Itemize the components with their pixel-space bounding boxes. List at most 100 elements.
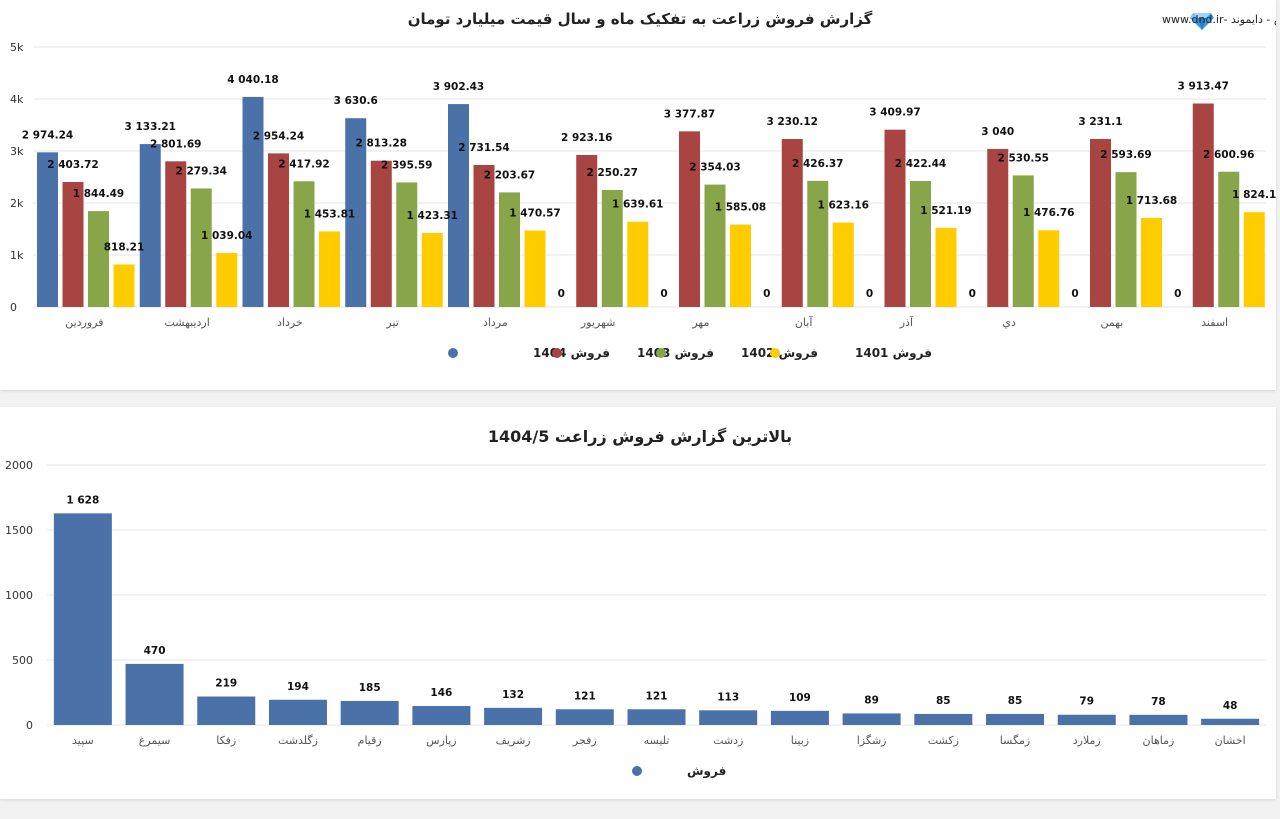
bar[interactable] xyxy=(1201,718,1260,725)
bar[interactable] xyxy=(1115,172,1137,307)
bar[interactable] xyxy=(340,700,399,725)
legend-item[interactable]: فروش xyxy=(632,764,726,779)
bar[interactable] xyxy=(935,227,957,307)
brand[interactable]: نرم افزار تحلیل گر بورس - دایموند -www.d… xyxy=(1162,13,1276,30)
bar[interactable] xyxy=(268,699,327,725)
bar[interactable] xyxy=(1090,138,1111,307)
top-sales-chart: بالاترین گزارش فروش زراعت 1404/5 0 500 100… xyxy=(5,427,1266,779)
data-label: 3 377.87 xyxy=(664,108,715,120)
bar[interactable] xyxy=(987,148,1009,307)
bar[interactable] xyxy=(1141,217,1162,307)
x-tick-label: تیر xyxy=(385,316,398,329)
bar[interactable] xyxy=(319,231,340,307)
y-tick-label: 1k xyxy=(10,249,24,262)
data-label: 2 403.72 xyxy=(47,159,98,171)
bar[interactable] xyxy=(884,129,906,307)
x-tick-label: اخشان xyxy=(1215,734,1246,747)
bar[interactable] xyxy=(293,181,315,307)
bar[interactable] xyxy=(484,707,543,725)
legend-swatch xyxy=(632,766,642,776)
legend-item[interactable]: فروش 1403 xyxy=(552,346,714,361)
x-tick-label: زشریف xyxy=(496,734,531,747)
bar[interactable] xyxy=(165,161,187,307)
bar[interactable] xyxy=(1192,103,1214,307)
bar[interactable] xyxy=(197,696,256,725)
bar[interactable] xyxy=(555,709,614,725)
data-label: 3 230.12 xyxy=(767,116,818,128)
data-label: 2 203.67 xyxy=(484,169,535,181)
bar[interactable] xyxy=(986,713,1045,725)
bar[interactable] xyxy=(601,189,623,307)
bar[interactable] xyxy=(1243,212,1265,307)
data-label: 2 731.54 xyxy=(458,142,509,154)
x-tick-label: تلیسه xyxy=(644,734,670,747)
bar[interactable] xyxy=(627,221,649,307)
bar[interactable] xyxy=(448,104,469,307)
data-label: 78 xyxy=(1151,696,1166,708)
bar[interactable] xyxy=(1012,175,1034,307)
data-label: 3 040 xyxy=(981,126,1014,138)
data-label: 85 xyxy=(1008,695,1023,707)
bar[interactable] xyxy=(627,709,686,725)
bar[interactable] xyxy=(421,232,443,307)
bar[interactable] xyxy=(190,188,212,307)
bar[interactable] xyxy=(53,513,112,725)
data-label: 48 xyxy=(1223,700,1238,712)
bar[interactable] xyxy=(842,713,901,725)
data-label: 219 xyxy=(215,678,237,690)
legend-label: فروش 1404 xyxy=(533,346,610,361)
bar[interactable] xyxy=(499,192,520,307)
bar[interactable] xyxy=(807,180,829,307)
y-tick-label: 3k xyxy=(10,145,24,158)
bar[interactable] xyxy=(914,713,973,725)
data-label: 1 453.81 xyxy=(304,208,355,220)
bar[interactable] xyxy=(679,131,700,307)
bar[interactable] xyxy=(88,211,109,307)
x-tick-label: زمگسا xyxy=(1000,734,1030,747)
data-label: 3 231.1 xyxy=(1078,116,1122,128)
bar[interactable] xyxy=(730,224,751,307)
legend-item[interactable]: فروش 1401 xyxy=(770,346,932,361)
data-label: 1 844.49 xyxy=(73,188,124,200)
legend-swatch xyxy=(656,348,666,358)
bar[interactable] xyxy=(370,160,392,307)
data-label: 0 xyxy=(763,288,770,300)
bar[interactable] xyxy=(576,154,598,307)
bar[interactable] xyxy=(699,710,758,725)
y-tick-label: 4k xyxy=(10,93,24,106)
data-label: 146 xyxy=(430,687,452,699)
bar[interactable] xyxy=(37,152,58,307)
data-label: 0 xyxy=(660,288,667,300)
bar[interactable] xyxy=(242,96,264,307)
bar[interactable] xyxy=(113,264,135,307)
bar[interactable] xyxy=(910,181,931,307)
bar[interactable] xyxy=(345,118,367,307)
y-tick-label: 5k xyxy=(10,41,24,54)
x-tick-label: زشگزا xyxy=(857,734,887,747)
bar[interactable] xyxy=(1057,714,1116,725)
data-label: 2 923.16 xyxy=(561,132,612,144)
x-tick-label: دي xyxy=(1002,316,1016,329)
data-label: 2 426.37 xyxy=(792,158,843,170)
data-label: 2 593.69 xyxy=(1100,149,1151,161)
bar[interactable] xyxy=(268,153,289,307)
bar[interactable] xyxy=(473,164,495,307)
bar[interactable] xyxy=(770,710,829,725)
bar[interactable] xyxy=(524,230,546,307)
bar[interactable] xyxy=(704,184,726,307)
bar[interactable] xyxy=(1218,171,1240,307)
bar[interactable] xyxy=(1038,230,1060,307)
bar[interactable] xyxy=(781,139,803,307)
bar[interactable] xyxy=(1129,714,1188,725)
legend-label: فروش 1403 xyxy=(637,346,714,361)
bar[interactable] xyxy=(832,222,854,307)
bar[interactable] xyxy=(62,182,84,307)
bar[interactable] xyxy=(412,706,471,725)
y-tick-label: 2000 xyxy=(5,459,33,472)
legend-item[interactable]: فروش 1404 xyxy=(448,346,610,361)
x-tick-label: زفجر xyxy=(572,734,597,747)
bar[interactable] xyxy=(139,144,161,307)
bar[interactable] xyxy=(396,182,418,307)
bar[interactable] xyxy=(216,252,238,307)
bar[interactable] xyxy=(125,663,184,725)
